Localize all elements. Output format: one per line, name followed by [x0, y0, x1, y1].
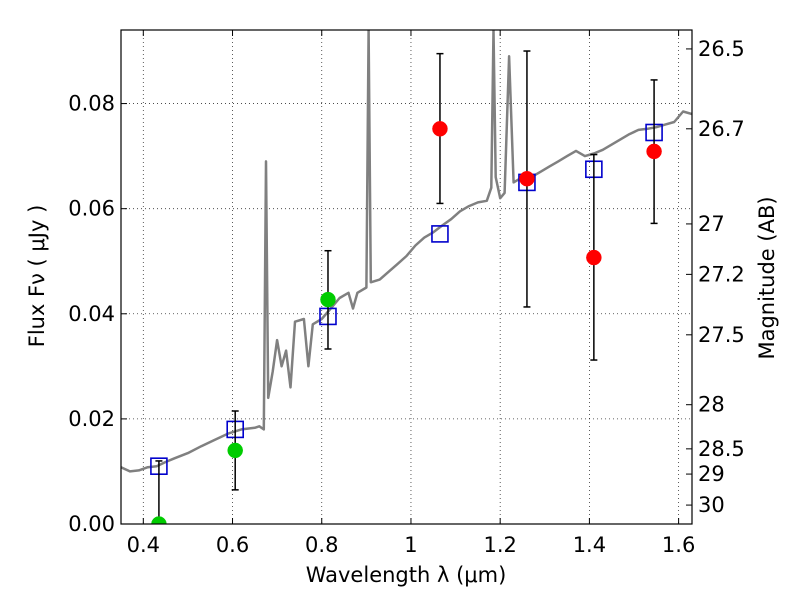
y-tick-label: 0.02: [68, 407, 115, 431]
x-tick-label: 1: [404, 533, 417, 557]
right-tick-label: 26.7: [698, 117, 745, 141]
observed-point: [320, 291, 336, 308]
observed-point: [586, 249, 602, 266]
tick-layer: 0.4 0.6 0.8 1 1.2 1.4 1.6 0.00 0.02 0.04 0.06 0.08 2…: [68, 30, 745, 557]
right-tick-label: 28: [698, 393, 725, 417]
right-tick-label: 29: [698, 462, 725, 486]
right-axis-label: Magnitude (AB): [755, 196, 779, 359]
observed-point: [227, 442, 243, 459]
y-tick-label: 0.08: [68, 92, 115, 116]
observed-point: [151, 516, 167, 524]
model-photometry-square: [431, 225, 449, 243]
x-tick-label: 0.4: [127, 533, 160, 557]
y-tick-label: 0.00: [68, 512, 115, 536]
plot-layer: [121, 30, 692, 524]
x-tick-label: 1.2: [483, 533, 516, 557]
model-spectrum-line: [121, 30, 692, 473]
right-tick-label: 26.5: [698, 37, 745, 61]
x-tick-label: 0.6: [216, 533, 249, 557]
y-tick-label: 0.04: [68, 302, 115, 326]
x-tick-label: 1.6: [662, 533, 695, 557]
x-axis-label: Wavelength λ (μm): [306, 563, 507, 587]
x-tick-label: 0.8: [305, 533, 338, 557]
observed-point: [519, 170, 535, 187]
right-tick-label: 28.5: [698, 437, 745, 461]
grid-layer: [121, 30, 692, 524]
y-tick-label: 0.06: [68, 197, 115, 221]
right-tick-label: 27: [698, 212, 725, 236]
y-axis-label: Flux Fν ( μJy ): [25, 205, 49, 348]
plot-frame: [120, 29, 693, 525]
x-tick-label: 1.4: [573, 533, 606, 557]
observed-point: [432, 121, 448, 137]
right-tick-label: 30: [698, 493, 725, 517]
right-tick-label: 27.2: [698, 262, 745, 286]
observed-point: [646, 143, 662, 160]
right-tick-label: 27.5: [698, 323, 745, 347]
